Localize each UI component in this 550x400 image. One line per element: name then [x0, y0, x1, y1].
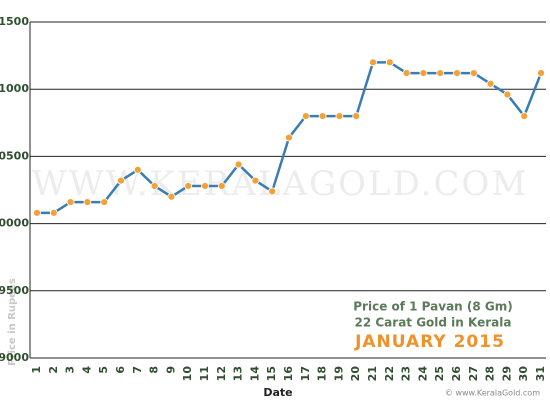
x-tick-label: 16 — [282, 366, 295, 382]
marker — [369, 58, 377, 67]
x-tick-label: 4 — [80, 366, 93, 374]
credit: © www.KeralaGold.com — [445, 389, 540, 398]
marker — [335, 112, 344, 120]
x-tick-label: 7 — [131, 366, 144, 374]
y-tick-label: 20000 — [0, 217, 29, 230]
x-tick-label: 31 — [534, 366, 547, 381]
marker — [49, 208, 58, 217]
marker — [385, 58, 394, 67]
x-tick-label: 14 — [248, 366, 261, 382]
marker — [285, 133, 293, 142]
x-tick-label: 12 — [215, 366, 228, 381]
x-tick-label: 2 — [47, 366, 60, 374]
marker — [486, 79, 495, 88]
x-tick-label: 22 — [383, 366, 396, 381]
x-tick-label: 28 — [484, 366, 497, 381]
x-tick-label: 19 — [332, 366, 345, 381]
y-tick-label: 20500 — [0, 149, 29, 162]
marker — [301, 112, 310, 120]
x-tick-label: 25 — [433, 366, 446, 381]
x-tick-label: 8 — [148, 366, 161, 374]
marker — [234, 160, 243, 169]
marker — [133, 165, 142, 174]
marker — [503, 90, 512, 99]
marker — [66, 198, 75, 206]
x-tick-label: 11 — [198, 366, 211, 381]
y-tick-label: 21000 — [0, 82, 29, 95]
marker — [33, 208, 41, 217]
annotation: 22 Carat Gold in Kerala — [355, 316, 512, 330]
x-axis-title: Date — [263, 386, 292, 399]
x-tick-label: 10 — [181, 366, 194, 382]
marker — [537, 69, 545, 77]
marker — [100, 198, 109, 206]
marker — [469, 69, 478, 77]
x-tick-label: 3 — [64, 366, 77, 374]
x-tick-label: 18 — [316, 366, 329, 381]
y-axis-title: Price in Rupees — [7, 278, 18, 365]
y-tick-label: 19500 — [0, 284, 29, 297]
y-tick-label: 21500 — [0, 15, 29, 28]
x-tick-label: 1 — [30, 366, 43, 374]
marker — [318, 112, 327, 120]
marker — [83, 198, 92, 206]
marker — [167, 192, 176, 201]
marker — [352, 112, 361, 120]
annotation: Price of 1 Pavan (8 Gm) — [353, 300, 513, 314]
y-tick-label: 19000 — [0, 351, 29, 364]
x-tick-label: 26 — [450, 366, 463, 382]
x-tick-label: 21 — [366, 366, 379, 381]
marker — [201, 182, 209, 190]
marker — [436, 69, 445, 77]
marker — [268, 187, 277, 196]
marker — [453, 69, 461, 77]
x-tick-label: 20 — [349, 366, 362, 382]
x-tick-label: 15 — [265, 366, 278, 381]
x-tick-label: 27 — [467, 366, 480, 381]
x-tick-label: 24 — [416, 366, 429, 382]
x-tick-label: 23 — [400, 366, 413, 381]
marker — [117, 176, 125, 185]
marker — [251, 176, 260, 185]
x-tick-label: 17 — [299, 366, 312, 381]
x-tick-label: 13 — [232, 366, 245, 381]
marker — [184, 182, 193, 190]
x-tick-label: 9 — [164, 366, 177, 374]
marker — [520, 112, 529, 120]
x-tick-label: 29 — [500, 366, 513, 381]
annotation: JANUARY 2015 — [354, 332, 505, 352]
x-tick-label: 6 — [114, 366, 127, 374]
marker — [150, 182, 159, 190]
marker — [217, 182, 226, 190]
marker — [402, 69, 411, 77]
x-tick-label: 5 — [97, 366, 110, 374]
x-tick-label: 30 — [517, 366, 530, 382]
marker — [419, 69, 428, 77]
